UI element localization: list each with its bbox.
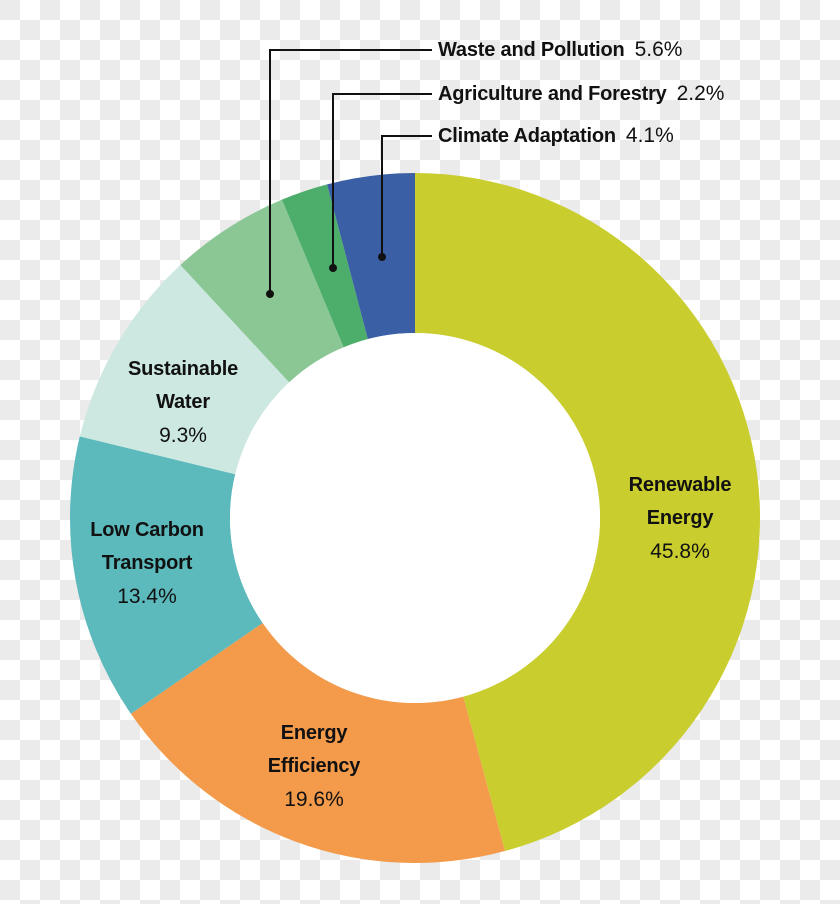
donut-slices: [70, 173, 760, 863]
slice-climate-adaptation: [327, 173, 415, 340]
label-transport-pct: 13.4%: [117, 585, 177, 608]
slice-energy-efficiency: [130, 622, 505, 863]
label-transport-line1: Low Carbon: [90, 519, 204, 541]
label-efficiency-line1: Energy: [280, 722, 348, 744]
slice-agriculture-and-forestry: [281, 184, 368, 348]
donut-hole: [230, 333, 600, 703]
callout-waste-name: Waste and Pollution: [438, 39, 625, 61]
label-renewable-line2: Energy: [646, 507, 714, 529]
leader-dots: [266, 253, 386, 298]
callout-leader-lines: [269, 49, 432, 294]
label-efficiency-pct: 19.6%: [284, 788, 344, 811]
callout-agriculture-pct: 2.2%: [676, 82, 725, 105]
leader-dot-agriculture: [329, 264, 337, 272]
label-renewable-pct: 45.8%: [650, 540, 710, 563]
callout-waste-pct: 5.6%: [634, 38, 683, 61]
slice-sustainable-water: [79, 265, 290, 475]
label-renewable-energy: Renewable Energy 45.8%: [600, 469, 760, 568]
label-water-pct: 9.3%: [159, 424, 207, 447]
leader-dot-waste: [266, 290, 274, 298]
label-transport-line2: Transport: [101, 552, 193, 574]
label-efficiency-line2: Efficiency: [267, 755, 361, 777]
callout-agriculture-name: Agriculture and Forestry: [438, 83, 667, 105]
slice-low-carbon-transport: [70, 436, 263, 714]
label-water-line2: Water: [156, 391, 210, 413]
callout-waste-and-pollution: Waste and Pollution 5.6%: [438, 38, 682, 64]
leader-line-agriculture: [332, 93, 432, 268]
callout-climate-name: Climate Adaptation: [438, 125, 616, 147]
callout-agriculture-and-forestry: Agriculture and Forestry 2.2%: [438, 82, 724, 108]
label-water-line1: Sustainable: [127, 358, 239, 380]
label-energy-efficiency: Energy Efficiency 19.6%: [234, 717, 394, 816]
slice-waste-and-pollution: [180, 199, 344, 383]
leader-line-climate: [381, 135, 432, 257]
callout-climate-pct: 4.1%: [625, 124, 674, 147]
label-low-carbon-transport: Low Carbon Transport 13.4%: [67, 514, 227, 613]
label-renewable-line1: Renewable: [628, 474, 732, 496]
callout-climate-adaptation: Climate Adaptation 4.1%: [438, 124, 674, 150]
slice-renewable-energy: [415, 173, 760, 852]
leader-dot-climate: [378, 253, 386, 261]
leader-line-waste: [269, 49, 432, 294]
label-sustainable-water: Sustainable Water 9.3%: [103, 353, 263, 452]
